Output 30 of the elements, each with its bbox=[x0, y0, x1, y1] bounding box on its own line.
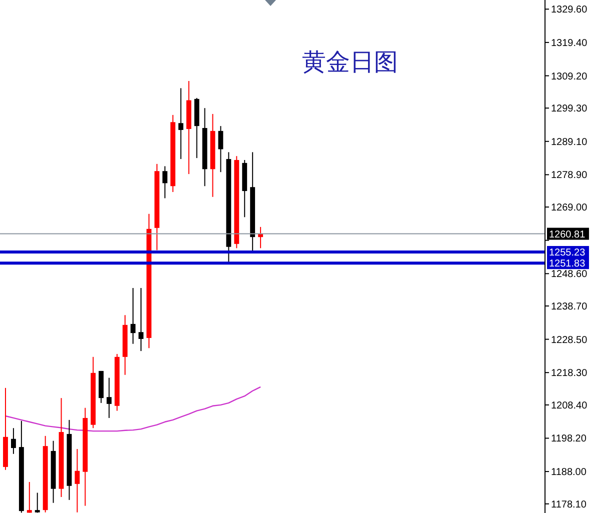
candlestick bbox=[178, 88, 184, 160]
candlestick bbox=[26, 481, 32, 513]
candlestick bbox=[11, 428, 16, 454]
candlestick bbox=[162, 166, 168, 199]
ref-line-label: 1251.83 bbox=[549, 258, 586, 270]
ref-line-label: 1255.23 bbox=[549, 247, 586, 258]
y-tick-label: 1248.60 bbox=[551, 269, 588, 280]
y-tick-label: 1198.20 bbox=[551, 434, 587, 445]
y-tick-label: 1228.50 bbox=[551, 334, 588, 346]
candlestick bbox=[106, 377, 112, 418]
y-tick-label: 1278.90 bbox=[551, 170, 588, 182]
y-tick-label: 1178.10 bbox=[551, 499, 587, 510]
y-tick-label: 1289.10 bbox=[551, 136, 588, 148]
candlestick bbox=[74, 448, 80, 513]
y-tick-label: 1319.40 bbox=[551, 38, 588, 49]
candlestick bbox=[138, 288, 144, 352]
y-tick-label: 1208.40 bbox=[551, 400, 588, 412]
y-tick-label: 1269.00 bbox=[551, 202, 588, 214]
y-tick-label: 1299.30 bbox=[551, 104, 588, 115]
ref-line-label: 1260.81 bbox=[549, 229, 586, 240]
y-tick-label: 1188.00 bbox=[551, 467, 587, 478]
y-tick-label: 1238.70 bbox=[551, 301, 588, 312]
candlestick bbox=[34, 492, 40, 513]
candlestick bbox=[130, 288, 136, 344]
line-series bbox=[4, 386, 262, 432]
y-tick-label: 1218.30 bbox=[551, 368, 588, 380]
text: 黄金日图 bbox=[302, 48, 398, 76]
y-tick-label: 1309.20 bbox=[551, 71, 588, 82]
y-tick-label: 1329.60 bbox=[551, 4, 588, 16]
candlestick bbox=[218, 126, 224, 173]
